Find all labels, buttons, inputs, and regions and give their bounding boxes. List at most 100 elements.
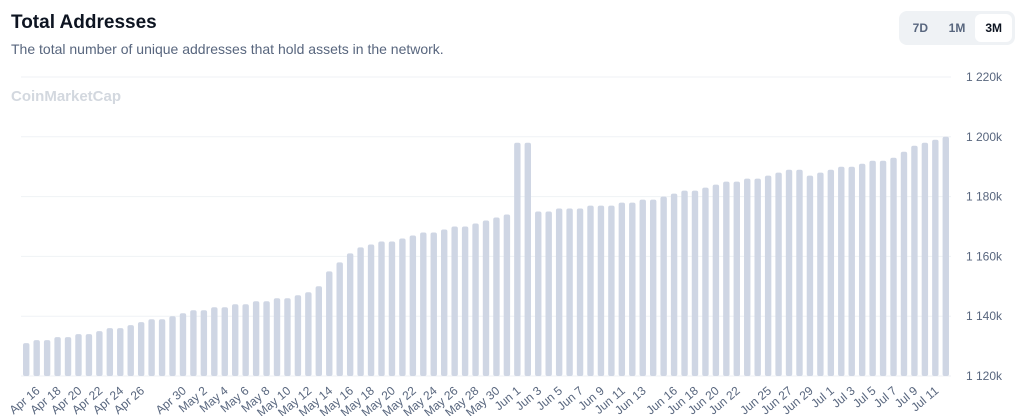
bar: [848, 166, 855, 376]
bar: [566, 208, 573, 376]
bar: [200, 310, 208, 376]
bar: [96, 331, 103, 376]
bar: [796, 169, 803, 376]
bar: [326, 271, 333, 376]
bar: [858, 163, 866, 376]
title: Total Addresses: [11, 12, 157, 33]
bar: [388, 241, 396, 376]
bar: [242, 304, 249, 376]
bar: [430, 232, 437, 376]
bar: [639, 199, 646, 376]
bar: [681, 190, 688, 376]
bar: [232, 304, 239, 376]
y-tick-label: 1 140k: [966, 309, 1003, 323]
bar: [23, 343, 30, 376]
bar: [618, 202, 626, 376]
bar: [75, 334, 82, 376]
bar: [733, 181, 740, 376]
bar: [764, 175, 772, 376]
range-button[interactable]: 1M: [948, 21, 966, 35]
bar: [827, 169, 835, 376]
bar: [211, 307, 218, 376]
bar: [806, 175, 814, 376]
bar: [357, 247, 364, 376]
bar: [482, 220, 490, 376]
bar: [336, 262, 343, 376]
bar: [649, 199, 657, 376]
bar: [775, 172, 782, 376]
bar: [33, 340, 40, 376]
bar: [117, 328, 124, 376]
bar: [169, 316, 176, 376]
bar: [754, 178, 761, 376]
y-tick-label: 1 160k: [966, 249, 1003, 263]
bar: [900, 151, 908, 376]
bar: [890, 157, 897, 376]
y-tick-label: 1 220k: [966, 70, 1003, 84]
bar: [190, 310, 197, 376]
bar: [785, 169, 793, 376]
bar: [127, 325, 134, 376]
bar: [493, 217, 500, 376]
bar: [911, 145, 918, 376]
bar: [346, 253, 354, 376]
watermark: CoinMarketCap: [11, 88, 122, 105]
bar: [921, 142, 929, 376]
bar: [932, 139, 939, 376]
bar: [660, 196, 667, 376]
bar: [158, 319, 166, 376]
bar: [555, 208, 563, 376]
bar: [744, 178, 751, 376]
bar: [106, 328, 114, 376]
bar: [629, 202, 636, 376]
bar: [879, 160, 887, 376]
range-selector: 7D 1M 3M: [899, 11, 1015, 45]
bar: [263, 301, 270, 376]
bar: [378, 241, 385, 376]
bar: [691, 190, 699, 376]
bar: [179, 313, 187, 376]
bar: [420, 232, 427, 376]
bar: [503, 214, 511, 376]
bar: [252, 301, 260, 376]
bar: [514, 142, 521, 376]
bar: [524, 142, 531, 376]
bar: [85, 334, 93, 376]
range-button[interactable]: 3M: [975, 14, 1013, 42]
bar: [670, 193, 678, 376]
subtitle: The total number of unique addresses tha…: [11, 41, 444, 57]
bar: [723, 181, 730, 376]
bar: [451, 226, 458, 376]
bar: [43, 340, 51, 376]
bar: [137, 322, 145, 376]
bar: [399, 238, 406, 376]
bar: [148, 319, 155, 376]
bar: [587, 205, 594, 376]
y-tick-label: 1 200k: [966, 130, 1003, 144]
bar: [608, 205, 615, 376]
bar: [838, 166, 845, 376]
bar: [54, 337, 61, 376]
bar: [305, 292, 312, 376]
y-tick-label: 1 120k: [966, 369, 1003, 383]
y-tick-label: 1 180k: [966, 190, 1003, 204]
bar: [221, 307, 228, 376]
bar: [367, 244, 375, 376]
bar: [545, 211, 552, 376]
bar: [273, 298, 281, 376]
bar: [535, 211, 542, 376]
bar: [712, 184, 720, 376]
range-button[interactable]: 7D: [912, 21, 928, 35]
bar: [942, 136, 949, 376]
bar: [441, 229, 448, 376]
bar: [315, 286, 323, 376]
bar: [817, 172, 824, 376]
bar: [472, 223, 479, 376]
bar: [869, 160, 876, 376]
bar: [461, 226, 469, 376]
bar: [294, 295, 302, 376]
bar: [64, 337, 72, 376]
bar: [576, 208, 584, 376]
